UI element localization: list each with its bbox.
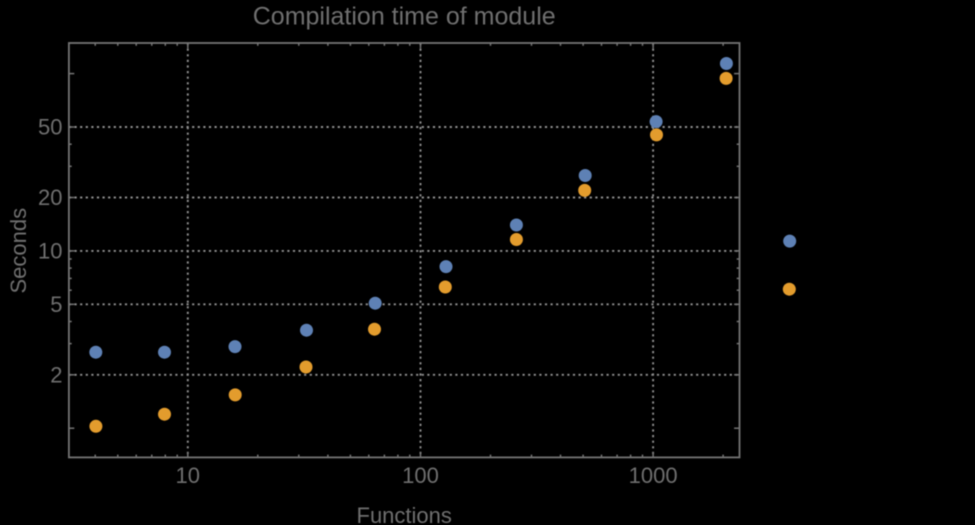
svg-text:Compilation time of module: Compilation time of module xyxy=(253,3,556,31)
svg-text:10: 10 xyxy=(38,238,62,263)
svg-text:10: 10 xyxy=(176,463,200,488)
svg-text:50: 50 xyxy=(38,115,62,140)
svg-text:5: 5 xyxy=(50,292,62,317)
svg-text:1000: 1000 xyxy=(629,463,678,488)
svg-text:Functions: Functions xyxy=(357,503,452,525)
svg-text:2: 2 xyxy=(50,362,62,387)
svg-text:20: 20 xyxy=(38,185,62,210)
svg-text:100: 100 xyxy=(402,463,439,488)
svg-text:Seconds: Seconds xyxy=(6,208,31,294)
